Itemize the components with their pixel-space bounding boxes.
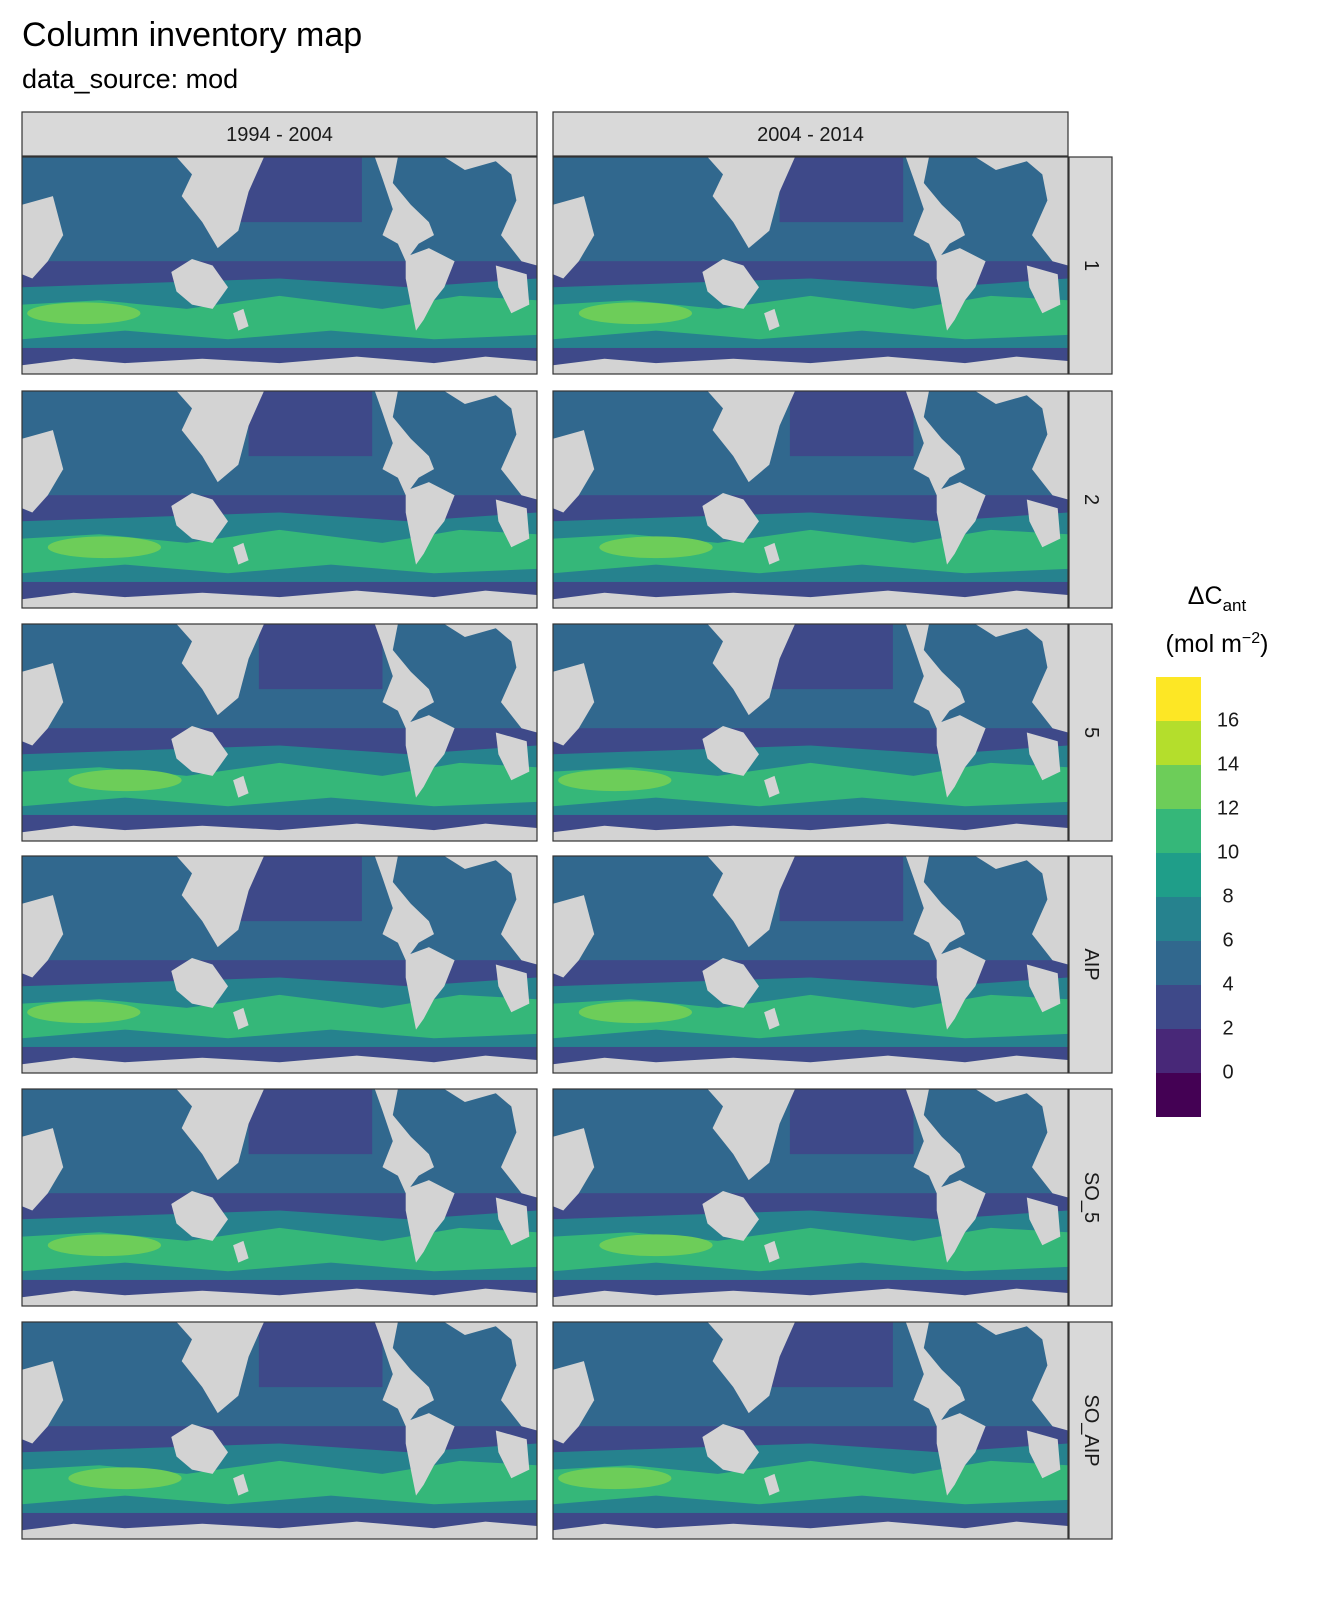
map-panel [22, 856, 537, 1073]
map-panel [553, 157, 1068, 374]
legend-tick-label: 12 [1217, 797, 1239, 819]
legend-tick-label: 6 [1222, 929, 1233, 951]
facet-row-label: 2 [1080, 494, 1102, 505]
map-panel [22, 391, 537, 608]
legend-swatch [1156, 941, 1201, 985]
legend-tick-label: 10 [1217, 841, 1239, 863]
facet-row-label: SO_5 [1080, 1172, 1102, 1223]
facet-col-label: 1994 - 2004 [226, 124, 333, 146]
facet-row-label: AIP [1080, 948, 1102, 980]
facet-col-strip [552, 111, 1069, 157]
chart-subtitle: data_source: mod [22, 64, 239, 94]
facet-col-strip [21, 111, 538, 157]
legend-swatch [1156, 765, 1201, 809]
facet-row-strip [1068, 855, 1113, 1074]
legend-unit: (mol m−2) [1166, 630, 1269, 658]
facet-row-strip [1068, 623, 1113, 842]
map-panel [553, 391, 1068, 608]
legend-tick-label: 4 [1222, 973, 1233, 995]
map-panel [22, 1089, 537, 1306]
legend-tick-label: 14 [1217, 753, 1239, 775]
map-panel [553, 624, 1068, 841]
map-panel [22, 1322, 537, 1539]
legend-swatch [1156, 853, 1201, 897]
facet-row-label: SO_AIP [1080, 1394, 1102, 1466]
legend-swatch [1156, 721, 1201, 765]
legend-tick-label: 8 [1222, 885, 1233, 907]
legend-swatch [1156, 677, 1201, 721]
legend-swatch [1156, 897, 1201, 941]
legend-tick-label: 0 [1222, 1061, 1233, 1083]
map-panel [553, 1322, 1068, 1539]
legend-swatch [1156, 985, 1201, 1029]
facet-row-strip [1068, 1088, 1113, 1307]
facet-row-strip [1068, 390, 1113, 609]
legend-title: ΔCant [1188, 582, 1247, 615]
legend-tick-label: 16 [1217, 709, 1239, 731]
facet-row-strip [1068, 156, 1113, 375]
facet-row-strip [1068, 1321, 1113, 1540]
facet-row-label: 5 [1080, 727, 1102, 738]
facet-col-label: 2004 - 2014 [757, 124, 864, 146]
legend-tick-label: 2 [1222, 1017, 1233, 1039]
legend-swatch [1156, 1073, 1201, 1117]
legend-swatch [1156, 809, 1201, 853]
map-panel [553, 856, 1068, 1073]
chart-title: Column inventory map [22, 16, 363, 54]
map-panel [553, 1089, 1068, 1306]
facet-row-label: 1 [1080, 260, 1102, 271]
map-panel [22, 624, 537, 841]
legend-swatch [1156, 1029, 1201, 1073]
map-panel [22, 157, 537, 374]
